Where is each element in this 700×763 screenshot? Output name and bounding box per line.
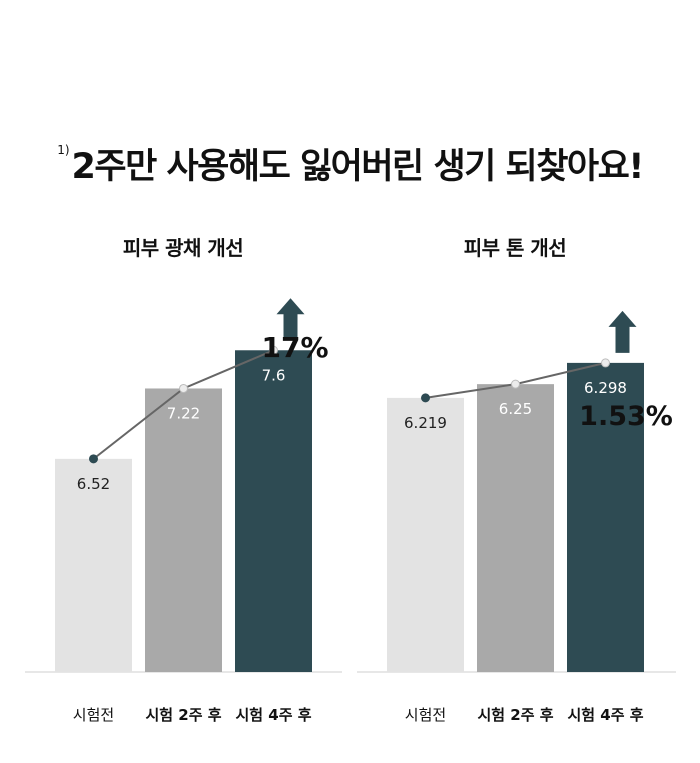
footnote-marker: 1) — [57, 143, 70, 157]
x-tick-label: 시험 2주 후 — [477, 706, 553, 724]
trend-point — [179, 383, 188, 393]
chart-title-radiance: 피부 광채 개선 — [122, 236, 244, 260]
data-label: 6.219 — [404, 414, 447, 432]
bar — [387, 397, 464, 672]
improvement-label: 17% — [261, 331, 328, 364]
data-label: 6.52 — [77, 475, 110, 493]
x-tick-label: 시험 4주 후 — [567, 706, 643, 724]
improvement-label: 1.53% — [579, 401, 673, 432]
trend-point — [601, 358, 610, 368]
trend-point — [511, 379, 520, 389]
page-title: 1)2주만 사용해도 잃어버린 생기 되찾아요! — [0, 138, 700, 189]
x-tick-label: 시험 4주 후 — [235, 706, 311, 724]
x-tick-label: 시험전 — [405, 706, 446, 724]
bar — [55, 458, 132, 672]
title-text: 2주만 사용해도 잃어버린 생기 되찾아요! — [71, 147, 645, 187]
trend-point — [89, 454, 98, 464]
bar — [145, 388, 222, 672]
trend-point — [269, 345, 278, 355]
data-label: 6.298 — [584, 379, 627, 397]
x-tick-label: 시험 2주 후 — [145, 706, 221, 724]
data-label: 7.6 — [262, 366, 286, 384]
data-label: 7.22 — [167, 404, 200, 422]
arrow-up-icon — [608, 310, 637, 353]
trend-point — [421, 393, 430, 403]
x-tick-label: 시험전 — [73, 706, 114, 724]
chart-title-tone: 피부 톤 개선 — [463, 236, 567, 260]
bar — [567, 362, 644, 672]
data-label: 6.25 — [499, 400, 532, 418]
bar — [235, 350, 312, 672]
arrow-up-icon — [276, 298, 305, 341]
bar — [477, 384, 554, 672]
